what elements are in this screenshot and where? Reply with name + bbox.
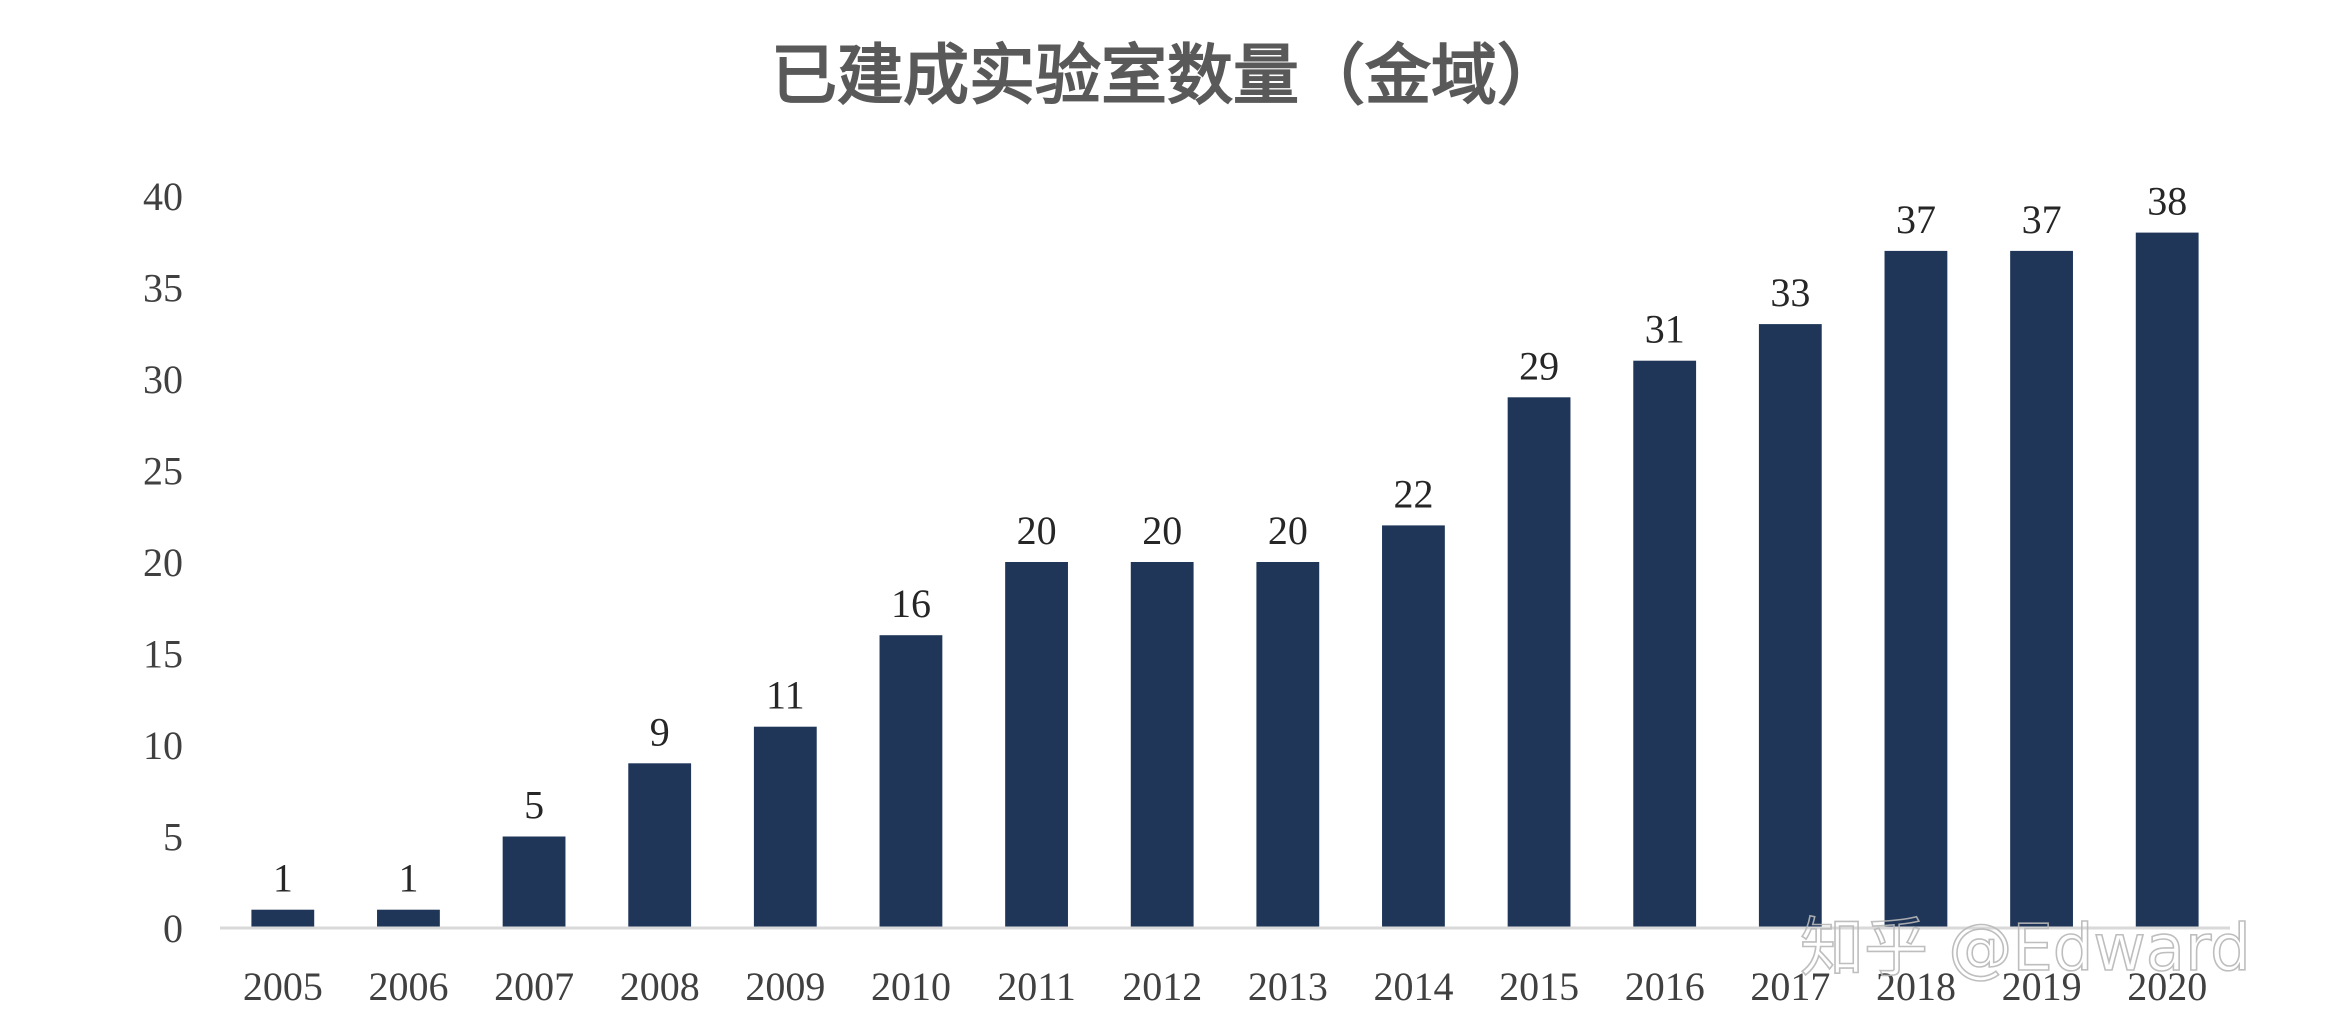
x-tick-label: 2012: [1122, 964, 1202, 1009]
watermark-text: 知乎 @Edward: [1800, 912, 2251, 986]
x-tick-label: 2011: [997, 964, 1076, 1009]
chart-title: 已建成实验室数量（金域）: [771, 37, 1563, 114]
bar: [1005, 562, 1068, 928]
x-tick-label: 2016: [1625, 964, 1705, 1009]
x-tick-label: 2014: [1373, 964, 1453, 1009]
y-tick-label: 0: [163, 906, 183, 951]
data-label: 11: [766, 673, 805, 718]
y-axis: 0 5 10 15 20 25 30 35 40: [143, 174, 183, 951]
bar: [1633, 360, 1697, 928]
x-tick-label: 2019: [2002, 964, 2082, 1009]
data-label: 33: [1770, 270, 1810, 315]
x-tick-label: 2017: [1750, 964, 1830, 1009]
data-label: 22: [1393, 471, 1433, 516]
x-tick-label: 2009: [745, 964, 825, 1009]
bar: [753, 726, 817, 928]
x-axis: 2005 2006 2007 2008 2009 2010 2011 2012 2013 2014…: [243, 964, 2207, 1009]
data-label: 20: [1268, 508, 1308, 553]
bar: [377, 909, 440, 928]
x-tick-label: 2015: [1499, 964, 1579, 1009]
bar: [2010, 250, 2073, 928]
data-label: 38: [2147, 179, 2187, 224]
bar: [2135, 232, 2199, 929]
data-label: 20: [1017, 508, 1057, 553]
bar: [628, 763, 692, 928]
bar: [1507, 397, 1571, 928]
x-tick-label: 2005: [243, 964, 323, 1009]
y-tick-label: 15: [143, 632, 183, 677]
x-tick-label: 2020: [2127, 964, 2207, 1009]
data-label: 31: [1645, 307, 1685, 352]
x-tick-label: 2007: [494, 964, 574, 1009]
bar: [879, 635, 943, 928]
data-label: 37: [1896, 197, 1936, 242]
x-tick-label: 2006: [368, 964, 448, 1009]
data-label: 16: [891, 581, 931, 626]
data-label: 37: [2022, 197, 2062, 242]
data-label: 5: [524, 783, 544, 828]
x-tick-label: 2018: [1876, 964, 1956, 1009]
bar: [1884, 250, 1948, 928]
bar: [1130, 562, 1194, 928]
data-label: 1: [273, 856, 293, 901]
bar: [1256, 562, 1320, 928]
x-tick-label: 2008: [620, 964, 700, 1009]
y-tick-label: 20: [143, 540, 183, 585]
y-tick-label: 5: [163, 815, 183, 860]
y-tick-label: 35: [143, 266, 183, 311]
bar: [251, 909, 315, 928]
data-label: 1: [398, 856, 418, 901]
y-tick-label: 40: [143, 174, 183, 219]
data-label: 20: [1142, 508, 1182, 553]
y-tick-label: 25: [143, 449, 183, 494]
bars-group: [251, 232, 2199, 929]
x-tick-label: 2010: [871, 964, 951, 1009]
bar: [1758, 324, 1822, 929]
y-tick-label: 30: [143, 357, 183, 402]
bar: [1382, 525, 1445, 928]
y-tick-label: 10: [143, 723, 183, 768]
data-label: 9: [650, 709, 670, 754]
x-tick-label: 2013: [1248, 964, 1328, 1009]
bar: [502, 836, 566, 928]
data-label: 29: [1519, 343, 1559, 388]
